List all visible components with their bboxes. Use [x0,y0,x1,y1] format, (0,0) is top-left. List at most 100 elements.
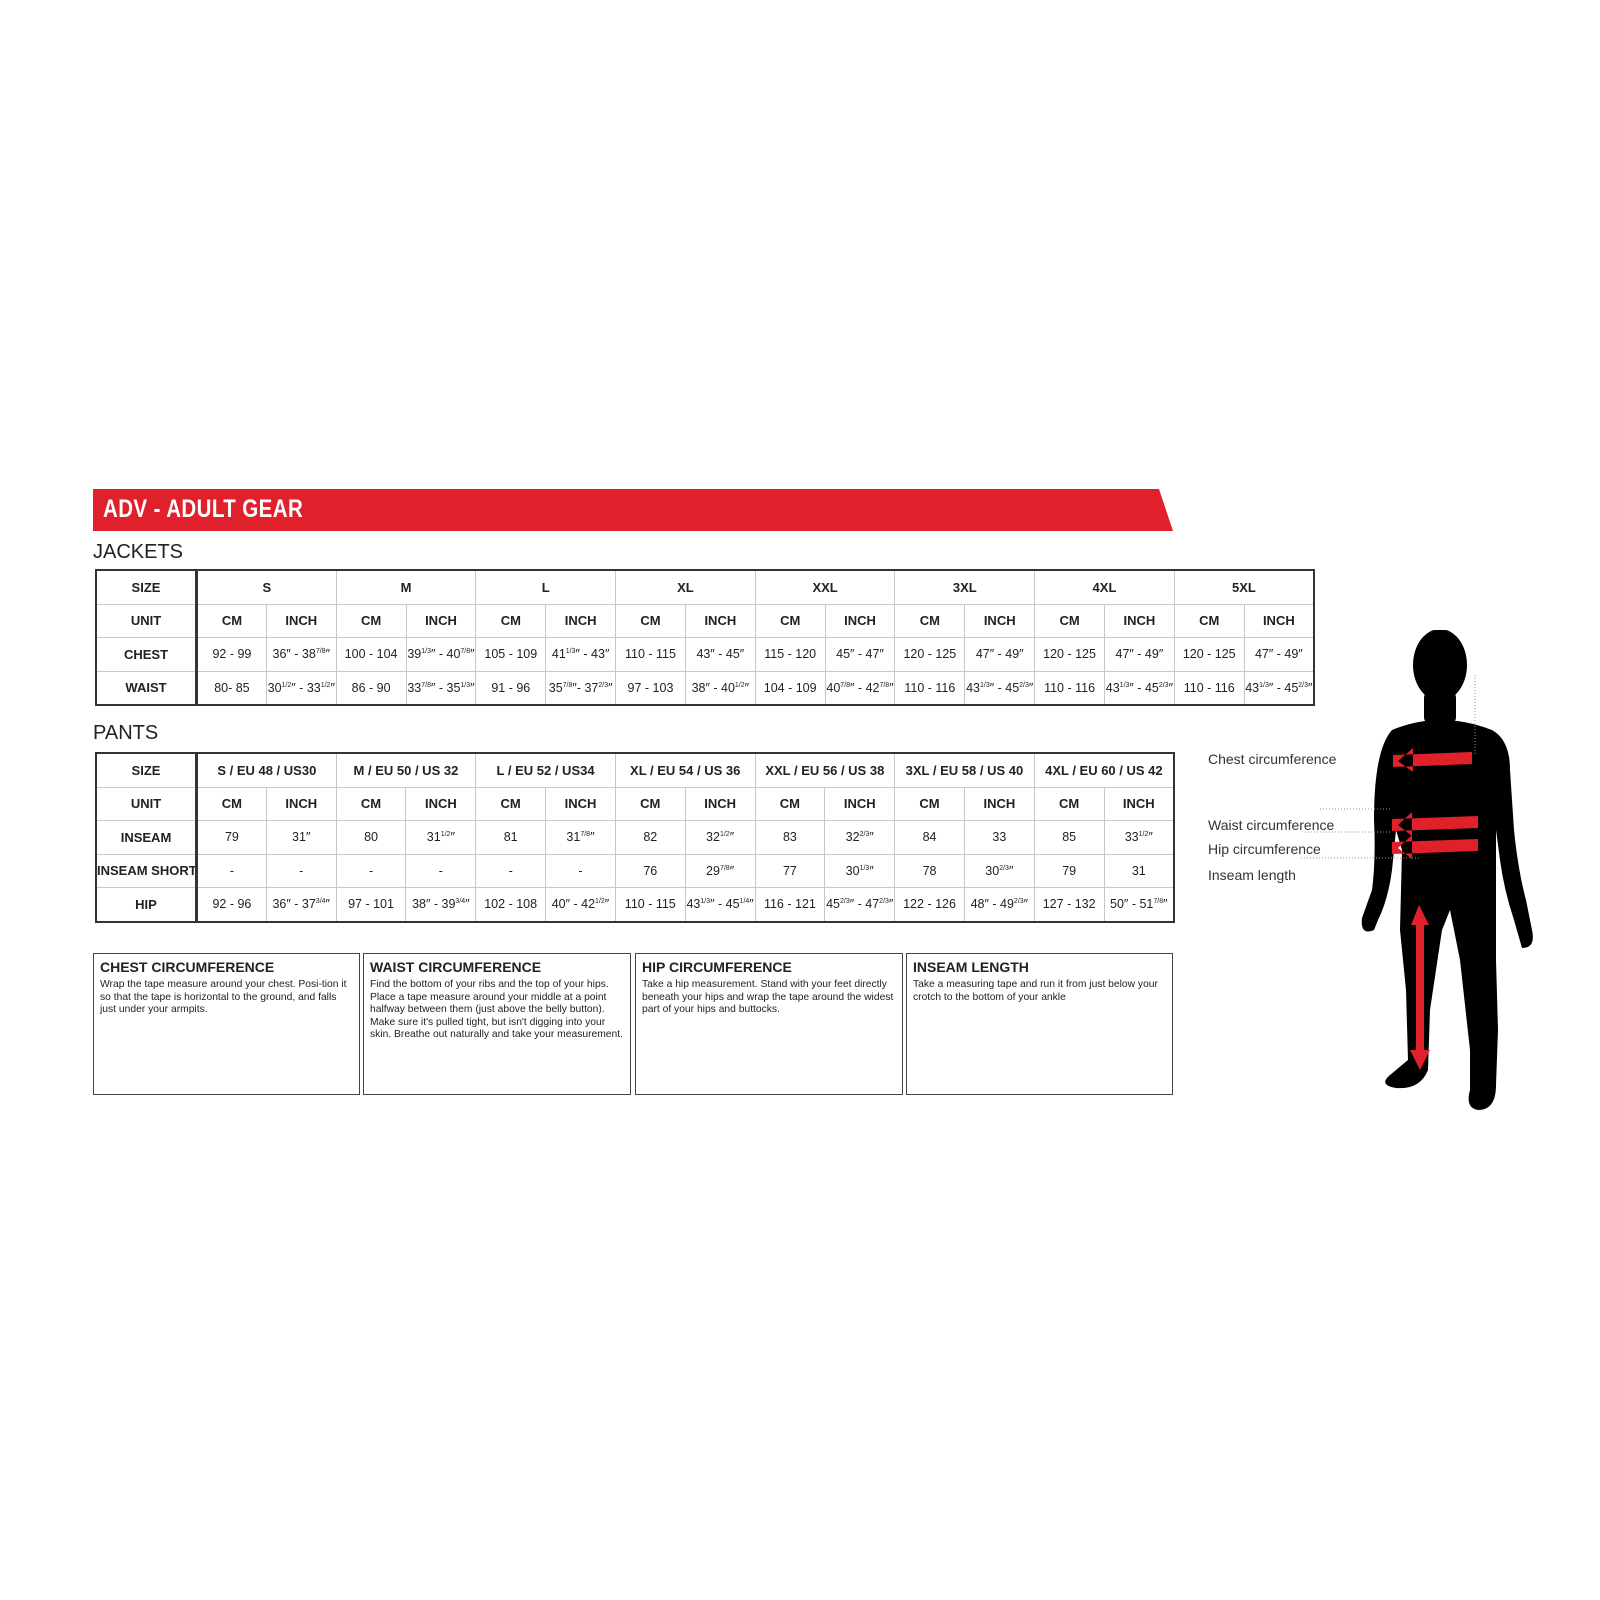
unit-cell: CM [475,603,547,638]
guide-text: Wrap the tape measure around your chest.… [100,979,347,1015]
measurement-cell: 110 - 116 [1173,670,1245,706]
measurement-arrows [1392,748,1478,1070]
size-column-header: 3XL [894,569,1036,605]
measurement-cell: 97 - 103 [615,670,686,706]
unit-cell: INCH [1103,786,1175,821]
measurement-cell: - [545,853,616,888]
unit-header: UNIT [95,786,198,821]
measurement-cell: 331/2″ [1103,820,1175,855]
guide-title: HIP CIRCUMFERENCE [642,959,792,975]
table-row: INSEAM 79 31″ 80 311/2″ 81 317/8″ 82 321/2″ 83 322… [95,820,1175,855]
unit-cell: CM [475,786,547,821]
guide-waist: WAIST CIRCUMFERENCE Find the bottom of y… [363,953,631,1095]
measurement-cell: 337/8″ - 351/3″ [405,670,477,706]
body-silhouette-illustration [1300,630,1533,1110]
measurement-cell: 431/3″ - 452/3″ [1243,670,1315,706]
measurement-cell: 31″ [265,820,337,855]
size-column-header: S [196,569,337,605]
banner-shape [93,489,1173,531]
guide-text: Find the bottom of your ribs and the top… [370,979,623,1040]
unit-cell: CM [1034,603,1105,638]
measurement-cell: 122 - 126 [894,887,965,922]
measurement-cell: 47″ - 49″ [1243,637,1315,672]
size-column-header: M [335,569,477,605]
unit-cell: CM [196,603,267,638]
size-row: SIZE S M L XL XXL 3XL 4XL 5XL [95,569,1315,605]
unit-row: UNIT CM INCH CM INCH CM INCH CM INCH CM INCH CM INCH… [95,786,1175,821]
size-column-header: S / EU 48 / US30 [196,752,337,788]
measurement-cell: 79 [196,820,267,855]
size-header: SIZE [95,752,198,788]
unit-cell: CM [335,786,407,821]
unit-cell: CM [196,786,267,821]
unit-cell: CM [614,786,686,821]
unit-cell: CM [894,786,965,821]
table-row: CHEST 92 - 99 36″ - 387/8″ 100 - 104 391/3″ … [95,637,1315,672]
size-column-header: XXL [754,569,896,605]
measurement-cell: 36″ - 373/4″ [265,887,337,922]
size-column-header: 4XL [1034,569,1175,605]
measurement-cell: 76 [614,853,686,888]
guide-hip: HIP CIRCUMFERENCE Take a hip measurement… [635,953,903,1095]
unit-row: UNIT CM INCH CM INCH CM INCH CM INCH CM INCH CM INCH… [95,603,1315,638]
measurement-cell: 452/3″ - 472/3″ [824,887,896,922]
guide-title: CHEST CIRCUMFERENCE [100,959,275,975]
guide-text: Take a hip measurement. Stand with your … [642,979,894,1015]
measurement-cell: 120 - 125 [1034,637,1105,672]
size-column-header: 3XL / EU 58 / US 40 [894,752,1035,788]
measurement-cell: 91 - 96 [475,670,547,706]
row-label: INSEAM [95,820,198,855]
measurement-cell: 431/3″ - 451/4″ [684,887,756,922]
unit-cell: CM [1033,786,1105,821]
size-column-header: 4XL / EU 60 / US 42 [1033,752,1175,788]
row-label: WAIST [95,670,198,706]
unit-cell: CM [335,603,407,638]
row-label: HIP [95,887,198,922]
measurement-cell: - [475,853,547,888]
size-column-header: L [475,569,617,605]
size-row: SIZE S / EU 48 / US30 M / EU 50 / US 32 L /… [95,752,1175,788]
unit-cell: CM [894,603,966,638]
measurement-cell: 33 [963,820,1035,855]
measurement-cell: - [265,853,337,888]
measurement-cell: 110 - 116 [894,670,966,706]
row-label: INSEAM SHORT [95,853,198,888]
jackets-size-table: SIZE S M L XL XXL 3XL 4XL 5XL UNIT CM INCH CM INCH CM I… [95,569,1315,706]
measurement-cell: 357/8″- 372/3″ [545,670,617,706]
guide-text: Take a measuring tape and run it from ju… [913,979,1158,1003]
guide-title: INSEAM LENGTH [913,959,1029,975]
unit-cell: INCH [265,603,337,638]
measurement-cell: 110 - 115 [614,887,686,922]
label-hip: Hip circumference [1208,841,1321,857]
unit-cell: INCH [265,786,337,821]
unit-cell: CM [615,603,686,638]
pants-heading: PANTS [93,722,159,744]
measurement-cell: 127 - 132 [1033,887,1105,922]
measurement-cell: 104 - 109 [754,670,826,706]
title-banner: ADV - ADULT GEAR [93,489,1173,531]
measurement-cell: 38″ - 393/4″ [405,887,477,922]
measurement-cell: 80 [335,820,407,855]
unit-cell: INCH [405,603,477,638]
unit-cell: INCH [824,603,896,638]
silhouette [1361,630,1533,1110]
unit-cell: INCH [545,603,617,638]
page-title: ADV - ADULT GEAR [103,495,304,523]
unit-cell: CM [754,786,826,821]
waist-arrow-icon [1392,812,1478,836]
size-column-header: XL / EU 54 / US 36 [614,752,756,788]
measurement-cell: 48″ - 492/3″ [963,887,1035,922]
unit-header: UNIT [95,603,198,638]
size-column-header: 5XL [1173,569,1315,605]
measurement-cell: 411/3″ - 43″ [545,637,617,672]
measurement-cell: 84 [894,820,965,855]
measurement-cell: 92 - 99 [196,637,267,672]
inseam-arrow-icon [1410,905,1430,1070]
label-inseam: Inseam length [1208,867,1296,883]
label-chest: Chest circumference [1208,751,1337,767]
measurement-cell: 116 - 121 [754,887,826,922]
jackets-heading: JACKETS [93,541,184,563]
measurement-cell: 38″ - 401/2″ [684,670,756,706]
unit-cell: INCH [545,786,616,821]
unit-cell: INCH [684,786,756,821]
